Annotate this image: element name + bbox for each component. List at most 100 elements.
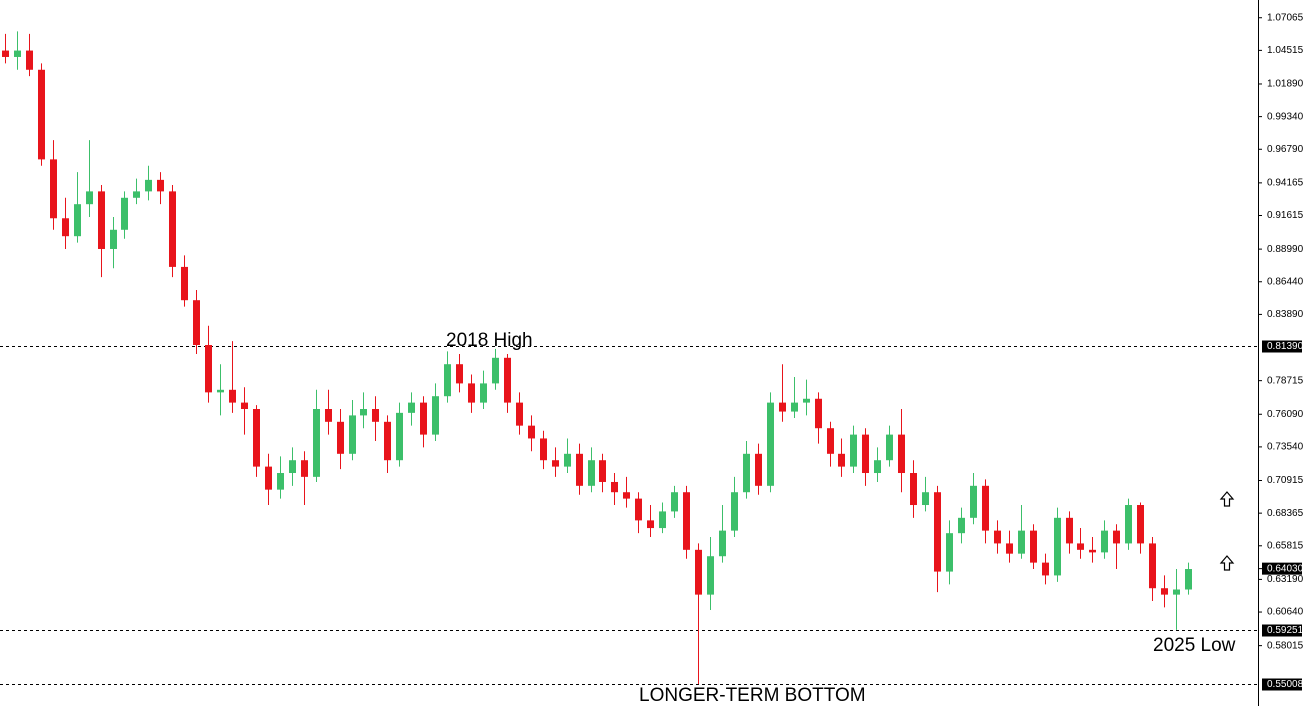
candle-body	[922, 492, 929, 506]
candle-body	[886, 434, 893, 461]
candle-body	[1101, 530, 1108, 553]
candle-body	[1066, 517, 1073, 544]
y-tick-label: 1.07065	[1267, 12, 1303, 23]
level-box	[1262, 678, 1302, 691]
candle-body	[1125, 505, 1132, 544]
candle-body	[110, 229, 117, 249]
candle-body	[349, 415, 356, 454]
level-label: 0.59251	[1267, 625, 1303, 636]
candle-body	[14, 50, 21, 57]
candle-body	[265, 466, 272, 490]
candle-body	[862, 434, 869, 474]
candle-body	[874, 460, 881, 474]
candle-body	[1089, 549, 1096, 553]
candle-body	[611, 481, 618, 493]
candle-body	[719, 530, 726, 557]
y-tick-label: 0.88990	[1267, 244, 1303, 255]
candle-body	[1137, 505, 1144, 544]
candle-body	[635, 498, 642, 521]
y-tick-label: 0.60640	[1267, 607, 1303, 618]
candle-body	[623, 492, 630, 499]
y-tick-label: 1.04515	[1267, 45, 1303, 56]
y-tick-label: 0.58015	[1267, 640, 1303, 651]
candle-body	[958, 517, 965, 534]
candle-body	[2, 50, 9, 57]
candle-body	[838, 453, 845, 467]
y-tick-label: 0.99340	[1267, 111, 1303, 122]
candle-body	[1161, 588, 1168, 595]
candle-body	[528, 425, 535, 439]
candle-body	[408, 402, 415, 413]
candle-body	[779, 402, 786, 412]
candle-body	[564, 453, 571, 467]
candle-body	[229, 389, 236, 403]
candle-body	[193, 300, 200, 345]
candle-body	[934, 492, 941, 572]
candle-body	[671, 492, 678, 512]
candle-body	[576, 453, 583, 486]
candle-body	[205, 344, 212, 393]
candle-body	[289, 460, 296, 474]
y-tick-label: 1.01890	[1267, 79, 1303, 90]
candle-body	[468, 383, 475, 403]
candle-body	[169, 191, 176, 267]
candle-body	[540, 438, 547, 461]
candle-body	[277, 473, 284, 490]
candle-body	[253, 409, 260, 467]
current-price-label: 0.64030	[1267, 563, 1303, 574]
candle-body	[145, 179, 152, 192]
y-tick-label: 0.91615	[1267, 210, 1303, 221]
candle-body	[121, 197, 128, 230]
y-tick-label: 0.83890	[1267, 309, 1303, 320]
candle-body	[384, 421, 391, 461]
candle-body	[432, 396, 439, 435]
candle-body	[325, 409, 332, 422]
candle-body	[38, 69, 45, 160]
candle-body	[50, 159, 57, 219]
candle-body	[767, 402, 774, 486]
candle-body	[516, 402, 523, 426]
candle-body	[910, 473, 917, 506]
candle-body	[157, 179, 164, 192]
candle-body	[659, 511, 666, 529]
candle-body	[420, 402, 427, 435]
candle-body	[695, 549, 702, 595]
candle-body	[994, 530, 1001, 544]
level-box	[1262, 340, 1302, 353]
candle-body	[313, 409, 320, 477]
candle-body	[1077, 543, 1084, 550]
candle-body	[588, 460, 595, 486]
candle-body	[372, 409, 379, 422]
y-tick-label: 0.68365	[1267, 508, 1303, 519]
candle-body	[98, 191, 105, 249]
y-tick-label: 0.63190	[1267, 574, 1303, 585]
candle-body	[480, 383, 487, 403]
candle-body	[456, 364, 463, 384]
candle-body	[755, 453, 762, 486]
candle-body	[791, 402, 798, 412]
candle-body	[181, 266, 188, 301]
candle-body	[743, 453, 750, 493]
y-tick-label: 0.94165	[1267, 178, 1303, 189]
candle-body	[217, 389, 224, 393]
annotation: 2025 Low	[1153, 635, 1236, 656]
candle-body	[133, 191, 140, 198]
candle-body	[62, 218, 69, 237]
candle-body	[982, 485, 989, 531]
candle-body	[74, 204, 81, 237]
y-tick-label: 0.86440	[1267, 276, 1303, 287]
candle-body	[1042, 562, 1049, 576]
level-label: 0.81390	[1267, 341, 1303, 352]
candle-body	[970, 485, 977, 518]
candle-body	[1149, 543, 1156, 589]
candle-body	[337, 421, 344, 454]
candle-body	[492, 357, 499, 384]
candle-body	[301, 460, 308, 477]
candle-body	[241, 402, 248, 410]
candle-body	[1113, 530, 1120, 544]
candle-body	[504, 357, 511, 403]
y-tick-label: 0.78715	[1267, 375, 1303, 386]
candle-body	[827, 428, 834, 454]
